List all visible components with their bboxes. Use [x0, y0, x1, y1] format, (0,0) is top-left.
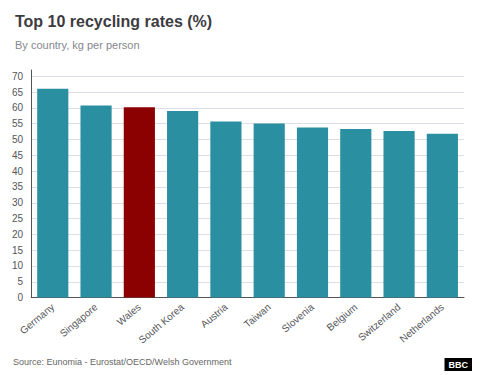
svg-text:Slovenia: Slovenia: [280, 301, 317, 334]
svg-text:15: 15: [12, 245, 24, 256]
svg-text:65: 65: [12, 87, 24, 98]
svg-text:South Korea: South Korea: [137, 301, 187, 345]
svg-text:20: 20: [12, 229, 24, 240]
svg-text:Taiwan: Taiwan: [242, 301, 273, 329]
svg-text:Singapore: Singapore: [58, 301, 100, 339]
svg-text:10: 10: [12, 260, 24, 271]
svg-text:Austria: Austria: [199, 301, 230, 330]
svg-text:45: 45: [12, 150, 24, 161]
svg-text:70: 70: [12, 71, 24, 82]
svg-text:Belgium: Belgium: [325, 301, 360, 333]
svg-text:60: 60: [12, 102, 24, 113]
svg-text:Switzerland: Switzerland: [356, 301, 403, 343]
svg-text:BBC: BBC: [449, 360, 469, 370]
svg-text:35: 35: [12, 181, 24, 192]
svg-text:25: 25: [12, 213, 24, 224]
svg-text:5: 5: [18, 276, 24, 287]
svg-text:By country, kg per person: By country, kg per person: [15, 39, 140, 51]
svg-text:Source: Eunomia - Eurostat/OEC: Source: Eunomia - Eurostat/OECD/Welsh Go…: [13, 357, 232, 367]
svg-text:40: 40: [12, 166, 24, 177]
svg-text:55: 55: [12, 118, 24, 129]
svg-text:Top 10 recycling rates (%): Top 10 recycling rates (%): [15, 13, 212, 30]
svg-text:Germany: Germany: [18, 301, 57, 336]
svg-text:Wales: Wales: [115, 301, 143, 327]
svg-text:0: 0: [18, 292, 24, 303]
svg-text:Netherlands: Netherlands: [398, 301, 446, 344]
svg-text:50: 50: [12, 134, 24, 145]
svg-text:30: 30: [12, 197, 24, 208]
